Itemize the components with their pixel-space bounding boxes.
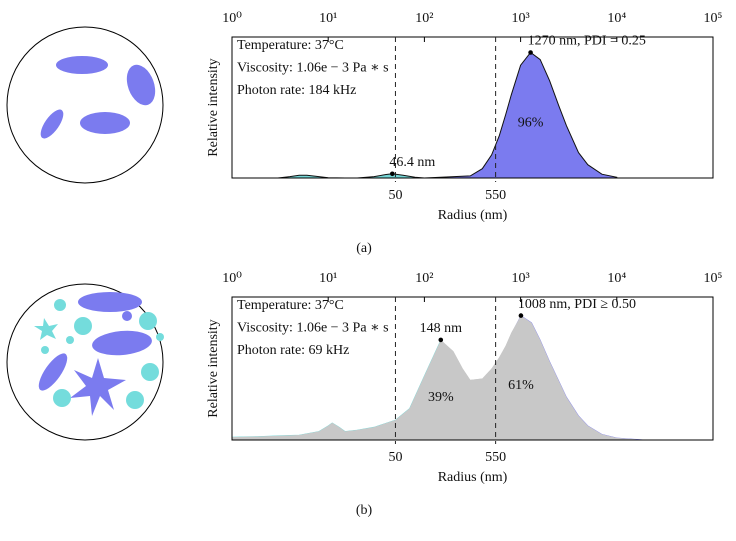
- info-text: Photon rate: 69 kHz: [237, 343, 349, 358]
- top-tick-label: 10¹: [319, 271, 337, 286]
- particle: [38, 353, 68, 391]
- particle: [139, 312, 157, 330]
- peak-marker: [390, 171, 395, 177]
- top-tick-label: 10⁵: [704, 11, 723, 26]
- particle: [54, 299, 66, 311]
- particle: [34, 318, 58, 340]
- plot-frame: [231, 296, 714, 441]
- particle: [126, 391, 144, 409]
- percent-label: 96%: [518, 115, 544, 130]
- sample-illustration-b: [6, 283, 164, 441]
- particle: [141, 363, 159, 381]
- info-text: Photon rate: 184 kHz: [237, 83, 356, 98]
- particle: [156, 333, 164, 341]
- peak-marker: [518, 313, 524, 318]
- particle: [40, 109, 64, 139]
- top-tick-label: 10⁴: [607, 11, 626, 26]
- peak-marker: [528, 50, 533, 55]
- x-tick-label: 550: [485, 188, 506, 203]
- particle: [53, 389, 71, 407]
- particle: [56, 56, 108, 74]
- peak-marker: [438, 337, 444, 343]
- particle: [122, 311, 132, 321]
- top-tick-label: 10⁴: [607, 271, 626, 286]
- top-tick-label: 10⁵: [704, 271, 723, 286]
- top-tick-label: 10⁰: [222, 11, 242, 26]
- particle: [80, 112, 130, 134]
- x-tick-label: 550: [485, 450, 506, 465]
- x-tick-label: 50: [388, 188, 402, 203]
- peak-label: 1008 nm, PDI ≥ 0.50: [518, 297, 636, 312]
- x-tick-label: 50: [388, 450, 402, 465]
- top-tick-label: 10³: [511, 11, 529, 26]
- particle: [126, 64, 156, 106]
- top-tick-label: 10²: [415, 271, 433, 286]
- circle: [6, 26, 164, 184]
- y-axis-label: Relative intensity: [206, 319, 221, 417]
- top-tick-label: 10⁰: [222, 271, 242, 286]
- particle: [92, 330, 152, 356]
- info-text: Temperature: 37°C: [237, 38, 344, 53]
- top-tick-label: 10³: [511, 271, 529, 286]
- caption: (b): [356, 503, 373, 518]
- y-axis-label: Relative intensity: [206, 58, 221, 156]
- plot-frame: [231, 36, 714, 179]
- percent-label: 61%: [508, 378, 534, 393]
- peak-label: 1270 nm, PDI = 0.25: [528, 34, 646, 49]
- peak-label: 148 nm: [420, 321, 463, 336]
- caption: (a): [356, 241, 372, 256]
- sample-illustration-a: [6, 26, 164, 184]
- top-tick-label: 10²: [415, 11, 433, 26]
- particle: [74, 317, 92, 335]
- peak-label: 46.4 nm: [389, 155, 435, 170]
- info-text: Viscosity: 1.06e − 3 Pa ∗ s: [237, 321, 389, 336]
- particle: [41, 346, 49, 354]
- info-text: Temperature: 37°C: [237, 298, 344, 313]
- info-text: Viscosity: 1.06e − 3 Pa ∗ s: [237, 61, 389, 76]
- particle: [70, 358, 126, 416]
- x-axis-label: Radius (nm): [438, 208, 508, 223]
- percent-label: 39%: [428, 390, 454, 405]
- x-axis-label: Radius (nm): [438, 470, 508, 485]
- particle: [66, 336, 74, 344]
- top-tick-label: 10¹: [319, 11, 337, 26]
- particle: [78, 292, 142, 312]
